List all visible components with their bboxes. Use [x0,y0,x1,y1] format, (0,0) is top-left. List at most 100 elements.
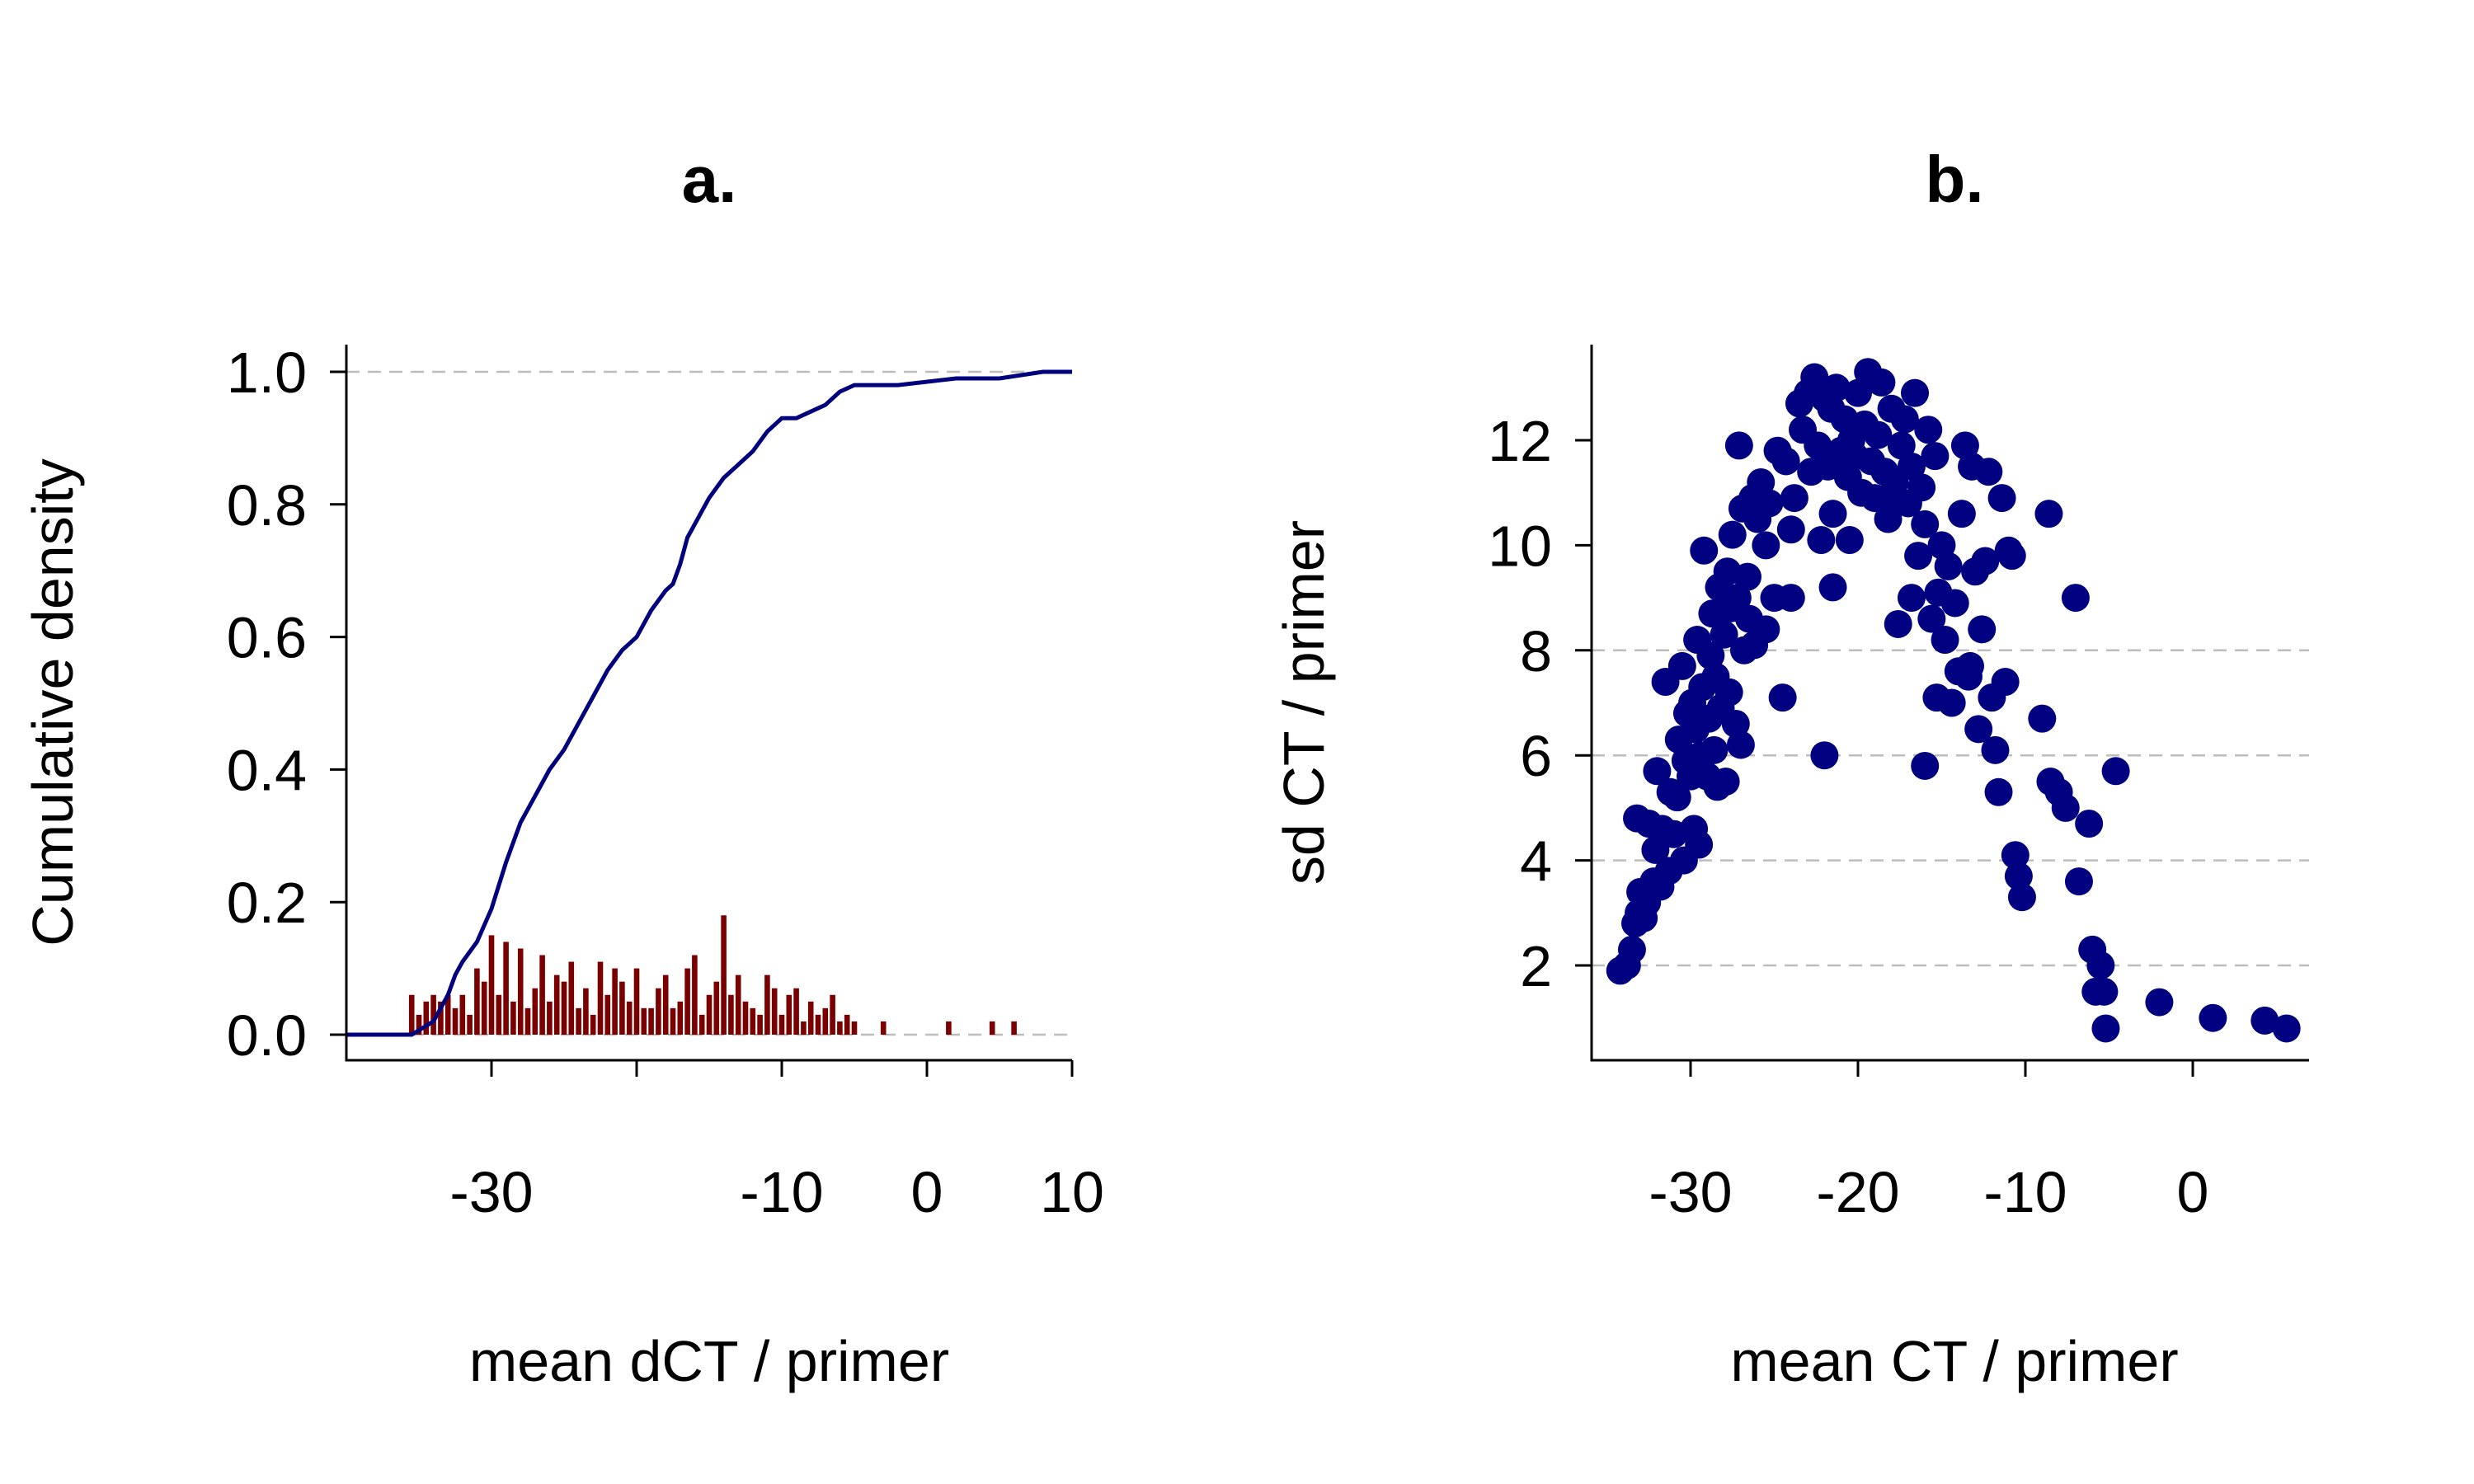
histogram-bar [698,1014,705,1035]
histogram-bar [553,974,560,1035]
histogram-bar [880,1021,887,1035]
panel-b-title: b. [1925,143,1983,216]
scatter-point [1897,452,1926,481]
histogram-bar [510,1001,516,1035]
scatter-point [1844,378,1872,407]
scatter-point [1747,467,1776,496]
panel-a-x-axis-label: mean dCT / primer [469,1329,949,1393]
histogram-bar [648,1007,654,1035]
panel-a-ecdf-line [346,369,1072,1037]
histogram-bar [619,981,625,1035]
y-tick-label: 0.4 [227,738,307,802]
histogram-bar [423,1001,430,1035]
histogram-bar [844,1014,850,1035]
y-tick-label: 0.0 [227,1003,307,1068]
histogram-bar [815,1014,821,1035]
scatter-point [2091,1014,2120,1043]
histogram-bar [583,988,589,1035]
scatter-point [2001,841,2030,870]
histogram-bar [1011,1021,1017,1035]
scatter-point [1835,526,1864,555]
panel-b-x-axis-label: mean CT / primer [1730,1329,2178,1393]
panel-b-points [1606,358,2301,1043]
scatter-point [1733,562,1762,591]
scatter-point [1974,458,2003,486]
scatter-point [1981,735,2010,764]
histogram-bar [764,974,770,1035]
y-tick-label: 4 [1520,829,1552,894]
scatter-point [1663,783,1691,812]
scatter-point [1700,735,1729,764]
histogram-bar [612,968,618,1035]
scatter-point [1911,751,1940,780]
histogram-bar [438,1001,444,1035]
scatter-point [1877,489,1906,518]
histogram-bar [459,994,466,1035]
scatter-point [1818,573,1847,602]
histogram-bar [568,961,575,1035]
histogram-bar [474,968,480,1035]
scatter-point [1940,589,1969,618]
histogram-bar [467,1014,473,1035]
scatter-point [1911,510,1940,538]
scatter-point [1726,730,1755,759]
scatter-point [1690,536,1719,565]
scatter-point [2051,793,2080,822]
scatter-point [2004,862,2033,890]
scatter-point [1800,363,1829,392]
x-tick-label: -20 [1816,1160,1899,1224]
x-tick-label: 10 [1040,1160,1104,1224]
histogram-bar [771,988,778,1035]
scatter-point [1710,620,1738,649]
histogram-bar [684,968,690,1035]
x-tick-label: -30 [449,1160,533,1224]
scatter-point [1617,935,1646,964]
scatter-point [1755,489,1784,518]
scatter-point [1984,777,2013,806]
panel-b-axes [1590,345,2309,1062]
scatter-point [1947,500,1976,528]
histogram-bar [851,1021,858,1035]
histogram-bar [670,1007,676,1035]
histogram-bar [706,994,713,1035]
histogram-bar [517,948,524,1035]
scatter-point [1804,431,1832,460]
scatter-point [1890,405,1919,434]
histogram-bar [547,1001,553,1035]
histogram-bar [793,988,799,1035]
panel-a: a. -30 -10 0 10 0.0 0.2 0.4 0.6 0.8 1.0 mean dCT… [21,143,1104,1393]
y-tick-label: 0.8 [227,473,307,538]
scatter-point [1921,442,1950,471]
histogram-bar [641,1007,647,1035]
histogram-bar [444,994,451,1035]
scatter-point [1807,526,1836,555]
y-tick-label: 12 [1488,409,1552,473]
scatter-point [1914,416,1943,444]
scatter-point [1818,500,1847,528]
histogram-bar [830,994,835,1035]
scatter-point [1721,709,1750,738]
scatter-point [1968,615,1997,644]
scatter-point [1685,830,1714,859]
scatter-point [1771,447,1800,476]
histogram-bar [742,1001,749,1035]
histogram-bar [532,988,539,1035]
scatter-point [1987,484,2016,513]
scatter-point [1931,626,1959,655]
panel-a-gridlines [346,370,1072,1036]
scatter-point [1956,651,1985,680]
scatter-point [1714,678,1743,707]
scatter-point [1907,473,1936,502]
histogram-bar [604,994,611,1035]
scatter-point [2028,704,2057,733]
histogram-bar [735,974,741,1035]
scatter-point [1917,604,1946,633]
scatter-point [1822,373,1851,402]
scatter-point [1991,668,2020,697]
histogram-bar [713,981,720,1035]
y-tick-label: 1.0 [227,340,307,405]
y-tick-label: 0.2 [227,871,307,935]
x-tick-label: 0 [911,1160,943,1224]
histogram-bar [416,1014,422,1035]
